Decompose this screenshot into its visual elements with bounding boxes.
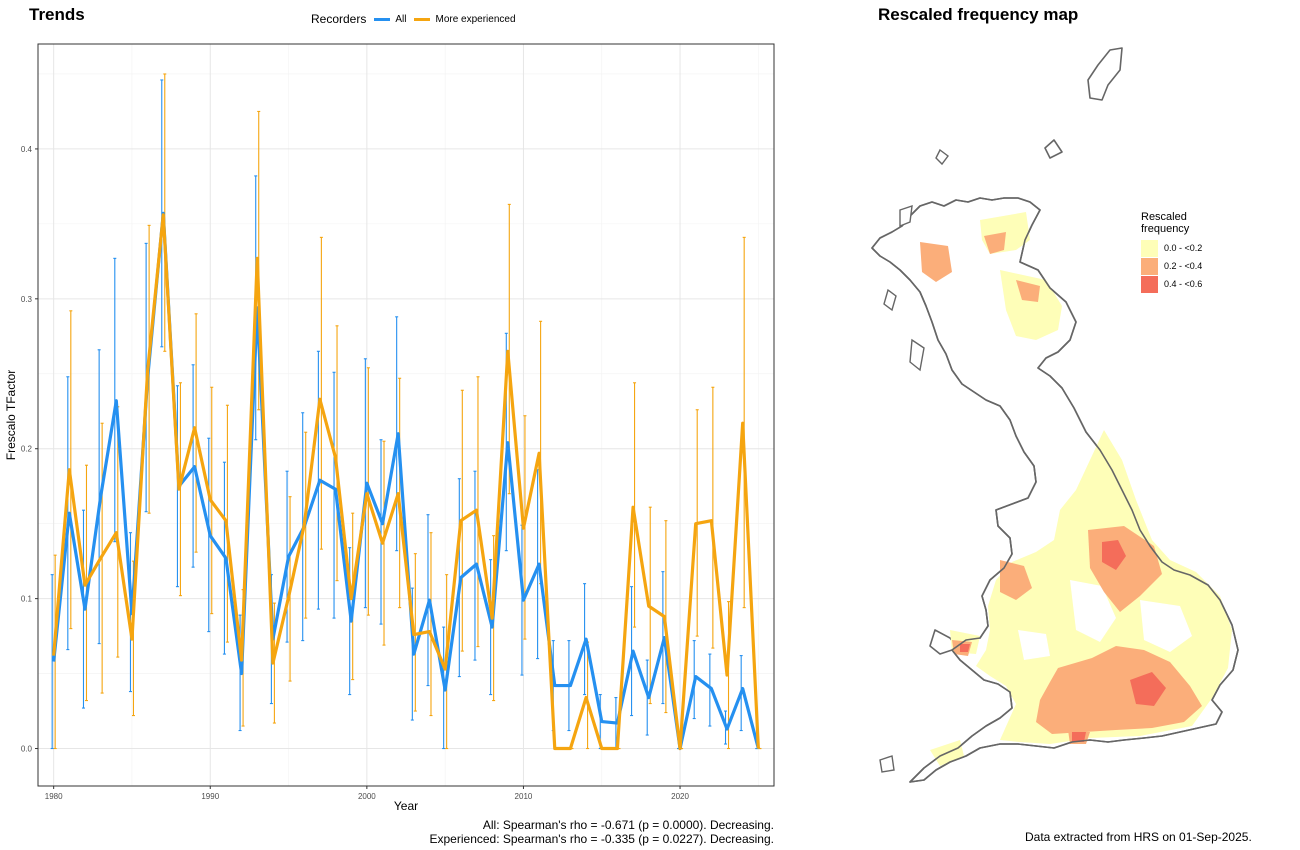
spearman-stats: All: Spearman's rho = -0.671 (p = 0.0000…	[430, 818, 775, 846]
map-legend-title: Rescaled frequency	[1141, 211, 1190, 235]
legend-swatch-all	[374, 17, 391, 21]
y-tick-label: 0.0	[21, 745, 33, 754]
map-legend-row-medium: 0.2 - <0.4	[1141, 257, 1211, 275]
data-source-note: Data extracted from HRS on 01-Sep-2025.	[1025, 830, 1252, 844]
legend-swatch-experienced	[414, 17, 431, 21]
plot-panel-border	[37, 43, 775, 787]
series-line-more-experienced	[52, 213, 760, 751]
legend-title: Recorders	[311, 12, 367, 26]
map-legend-label-medium: 0.2 - <0.4	[1164, 261, 1203, 271]
map-outline-stroke	[871, 197, 1239, 783]
map-legend-swatch-medium	[1141, 257, 1158, 275]
map-legend-row-high: 0.4 - <0.6	[1141, 275, 1211, 293]
legend-item-all: All	[374, 14, 406, 25]
map-legend-row-low: 0.0 - <0.2	[1141, 239, 1211, 257]
y-tick-label: 0.4	[21, 145, 33, 154]
x-tick-label: 1990	[201, 792, 219, 801]
stats-all: All: Spearman's rho = -0.671 (p = 0.0000…	[482, 818, 774, 832]
y-axis-label: Frescalo TFactor	[4, 370, 18, 460]
map-legend-swatch-low	[1141, 239, 1158, 257]
x-tick-label: 2010	[515, 792, 533, 801]
map-legend: Rescaled frequency 0.0 - <0.2 0.2 - <0.4…	[1141, 211, 1211, 293]
map-title: Rescaled frequency map	[878, 5, 1079, 24]
x-tick-label: 1980	[45, 792, 63, 801]
trends-chart: 0.0 0.1 0.2 0.3 0.4 1980 1990 2000 2010 2020 Year F…	[4, 43, 775, 813]
y-tick-label: 0.3	[21, 295, 33, 304]
y-tick-label: 0.1	[21, 595, 33, 604]
map-legend-label-low: 0.0 - <0.2	[1164, 243, 1203, 253]
y-tick-label: 0.2	[21, 445, 33, 454]
map-no-data-areas	[1018, 580, 1192, 660]
map-legend-label-high: 0.4 - <0.6	[1164, 279, 1203, 289]
map-high-frequency-areas	[960, 540, 1166, 742]
series-line-all	[52, 211, 760, 751]
x-tick-label: 2000	[358, 792, 376, 801]
map-islands	[879, 148, 949, 773]
frequency-map	[871, 47, 1239, 783]
trends-title: Trends	[29, 5, 85, 24]
chart-legend: Recorders All More experienced	[311, 12, 516, 26]
legend-label-experienced: More experienced	[435, 13, 516, 25]
legend-label-all: All	[395, 13, 407, 25]
legend-item-experienced: More experienced	[414, 13, 516, 25]
x-axis-label: Year	[394, 799, 418, 813]
stats-experienced: Experienced: Spearman's rho = -0.335 (p …	[429, 832, 775, 846]
map-legend-swatch-high	[1141, 275, 1158, 293]
x-tick-label: 2020	[671, 792, 689, 801]
